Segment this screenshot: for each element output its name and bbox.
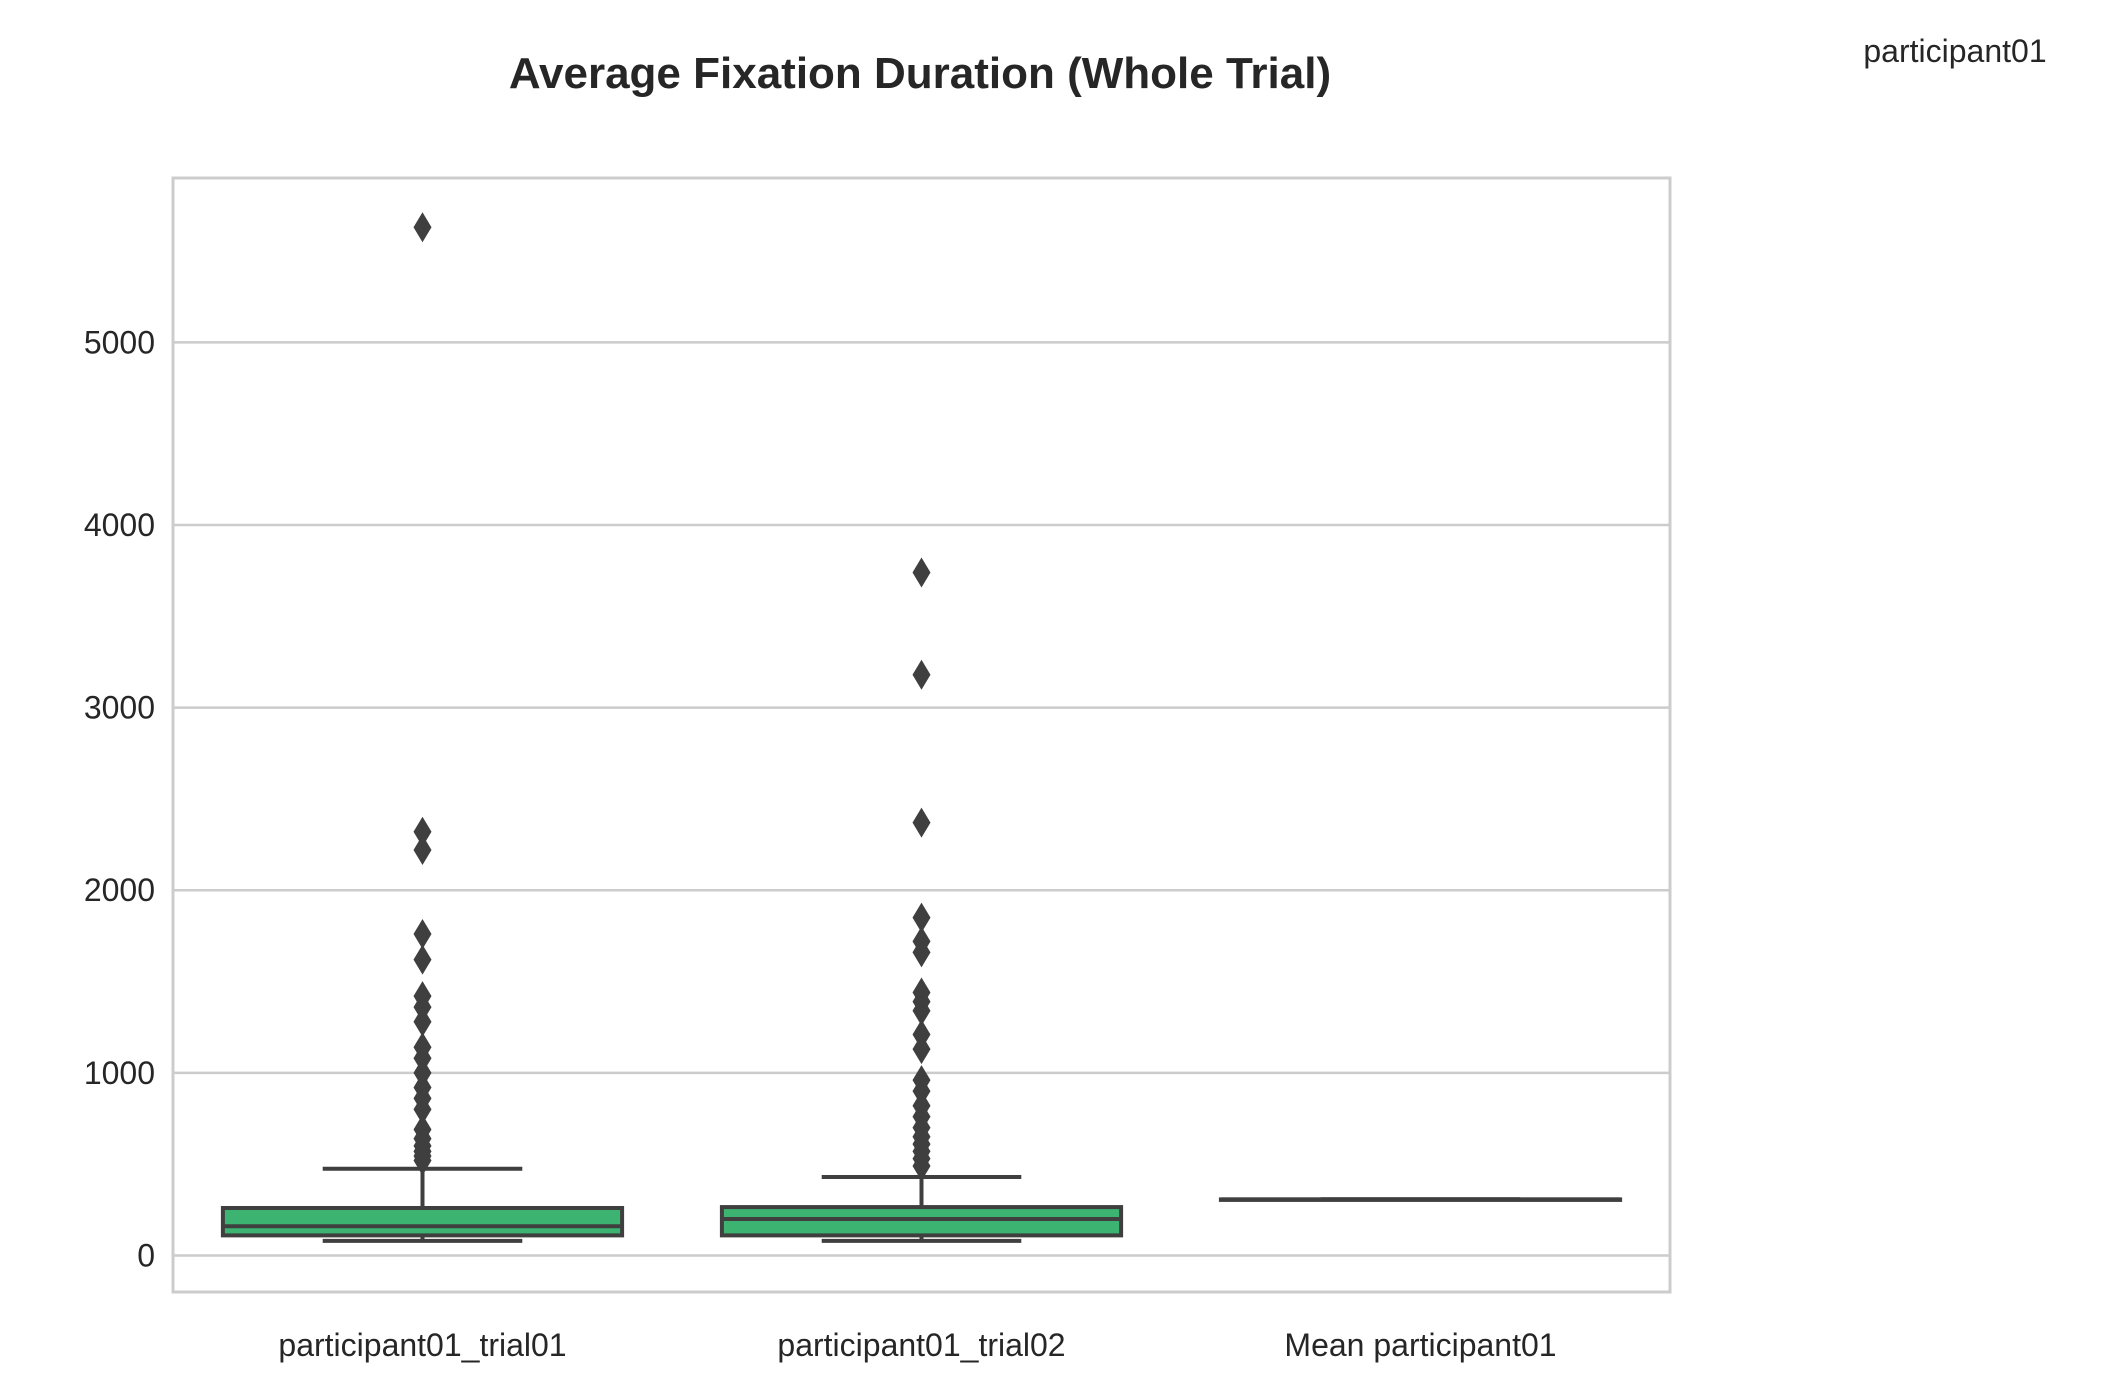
y-tick-label: 5000 (84, 324, 155, 360)
y-tick-label: 4000 (84, 507, 155, 543)
iqr-box (719, 1205, 1124, 1238)
outlier-point (413, 835, 432, 866)
x-tick-label: participant01_trial01 (278, 1327, 566, 1363)
chart-title: Average Fixation Duration (Whole Trial) (509, 49, 1331, 98)
outlier-point (413, 212, 432, 243)
x-tick-labels: participant01_trial01 participant01_trial… (278, 1327, 1556, 1363)
outlier-point (413, 816, 432, 847)
legend-label: participant01 (1863, 33, 2046, 69)
box-group (719, 557, 1124, 1243)
outlier-point (413, 1094, 432, 1125)
outlier-point (912, 807, 931, 838)
outlier-point (912, 659, 931, 690)
box-layer (220, 212, 1623, 1243)
y-tick-label: 3000 (84, 690, 155, 726)
box-group (220, 212, 625, 1243)
box-group (1218, 1197, 1623, 1202)
outlier-point (912, 1034, 931, 1065)
y-tick-label: 0 (137, 1237, 155, 1273)
outlier-point (413, 1145, 432, 1176)
y-tick-label: 2000 (84, 872, 155, 908)
iqr-box (220, 1205, 625, 1238)
y-tick-label: 1000 (84, 1055, 155, 1091)
outlier-point (413, 919, 432, 950)
outlier-point (912, 937, 931, 968)
plot-frame (171, 176, 1672, 1294)
x-tick-label: participant01_trial02 (777, 1327, 1065, 1363)
y-tick-labels: 0 1000 2000 3000 4000 5000 (84, 324, 155, 1273)
outlier-point (413, 944, 432, 975)
outlier-point (912, 902, 931, 933)
outlier-point (912, 557, 931, 588)
x-tick-label: Mean participant01 (1284, 1327, 1556, 1363)
outlier-point (413, 1006, 432, 1037)
outlier-point (912, 995, 931, 1026)
outlier-point (912, 1150, 931, 1181)
